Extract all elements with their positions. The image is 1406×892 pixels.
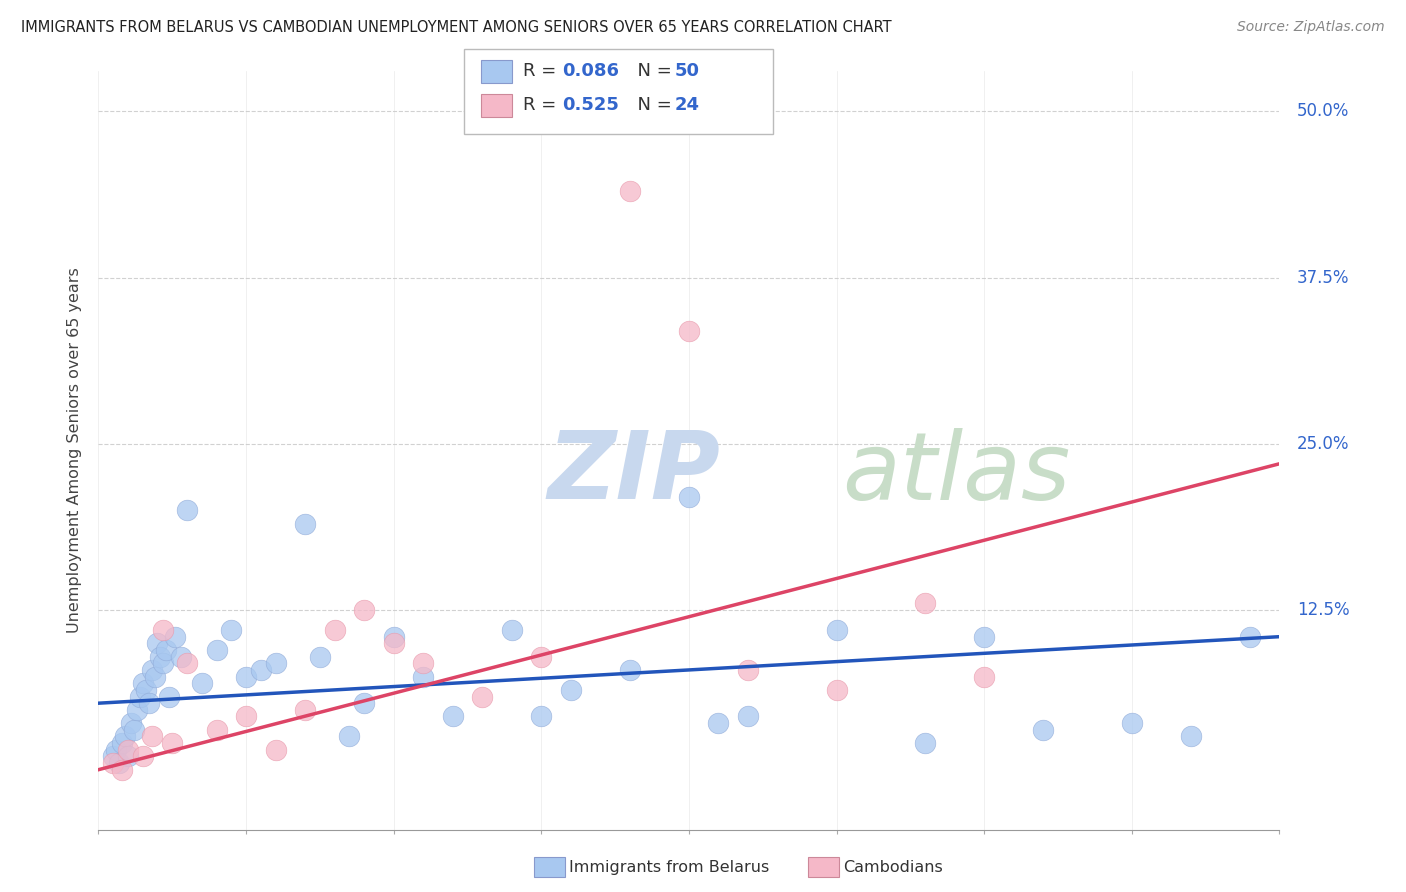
Point (120, 716, 142, 731)
Point (170, 649, 193, 664)
Text: Source: ZipAtlas.com: Source: ZipAtlas.com (1237, 20, 1385, 34)
Point (382, 636, 405, 650)
Text: ZIP: ZIP (547, 427, 720, 519)
Point (471, 690, 494, 704)
Point (825, 623, 848, 637)
Text: 50.0%: 50.0% (1298, 103, 1350, 120)
Text: IMMIGRANTS FROM BELARUS VS CAMBODIAN UNEMPLOYMENT AMONG SENIORS OVER 65 YEARS CO: IMMIGRANTS FROM BELARUS VS CAMBODIAN UNE… (21, 20, 891, 35)
Point (108, 756, 131, 770)
Point (117, 743, 139, 757)
Text: 0.525: 0.525 (562, 96, 619, 114)
Point (737, 663, 759, 677)
Point (103, 749, 125, 764)
Point (111, 763, 134, 777)
Point (530, 709, 553, 723)
Point (114, 730, 136, 744)
Point (973, 670, 995, 684)
Point (382, 630, 405, 644)
Point (117, 749, 139, 764)
Point (165, 630, 187, 644)
Point (138, 696, 160, 710)
Point (707, 716, 730, 731)
Point (103, 756, 125, 770)
Point (441, 709, 464, 723)
Point (132, 676, 155, 690)
Point (294, 516, 316, 531)
Point (353, 696, 375, 710)
Point (143, 670, 166, 684)
Point (264, 743, 287, 757)
Point (157, 690, 180, 704)
Point (973, 630, 995, 644)
Point (914, 596, 936, 610)
Point (235, 709, 257, 723)
Text: 24: 24 (675, 96, 700, 114)
Text: 0.086: 0.086 (562, 62, 620, 80)
Point (221, 623, 243, 637)
Point (205, 723, 228, 737)
Point (737, 709, 759, 723)
Point (1180, 730, 1202, 744)
Point (162, 736, 183, 750)
Point (619, 663, 641, 677)
Point (1239, 630, 1261, 644)
Text: Immigrants from Belarus: Immigrants from Belarus (569, 860, 769, 874)
Point (146, 636, 169, 650)
Point (412, 670, 434, 684)
Point (152, 657, 174, 671)
Point (122, 723, 145, 737)
Point (412, 657, 434, 671)
Text: R =: R = (523, 96, 562, 114)
Point (132, 749, 155, 764)
Point (205, 643, 228, 657)
Point (176, 503, 198, 517)
Point (149, 649, 172, 664)
Point (250, 663, 273, 677)
Point (560, 682, 582, 697)
Point (1032, 723, 1054, 737)
Point (191, 676, 214, 690)
Text: R =: R = (523, 62, 562, 80)
Point (176, 657, 198, 671)
Point (235, 670, 257, 684)
Point (1121, 716, 1143, 731)
Point (309, 649, 332, 664)
Point (155, 643, 177, 657)
Point (678, 490, 700, 504)
Point (825, 682, 848, 697)
Point (141, 730, 163, 744)
Point (152, 623, 174, 637)
Text: N =: N = (626, 96, 678, 114)
Point (323, 623, 346, 637)
Point (125, 703, 148, 717)
Point (128, 690, 150, 704)
Text: Cambodians: Cambodians (844, 860, 943, 874)
Point (501, 623, 523, 637)
Point (339, 730, 361, 744)
Y-axis label: Unemployment Among Seniors over 65 years: Unemployment Among Seniors over 65 years (67, 268, 83, 633)
Point (135, 682, 157, 697)
Point (294, 703, 316, 717)
Text: 50: 50 (675, 62, 700, 80)
Text: N =: N = (626, 62, 678, 80)
Point (111, 736, 134, 750)
Point (914, 736, 936, 750)
Text: 12.5%: 12.5% (1298, 601, 1350, 619)
Point (353, 603, 375, 617)
Point (141, 663, 163, 677)
Text: atlas: atlas (842, 427, 1071, 519)
Point (105, 743, 128, 757)
Text: 25.0%: 25.0% (1298, 434, 1350, 453)
Point (264, 657, 287, 671)
Point (619, 184, 641, 198)
Text: 37.5%: 37.5% (1298, 268, 1350, 286)
Point (678, 324, 700, 338)
Point (530, 649, 553, 664)
